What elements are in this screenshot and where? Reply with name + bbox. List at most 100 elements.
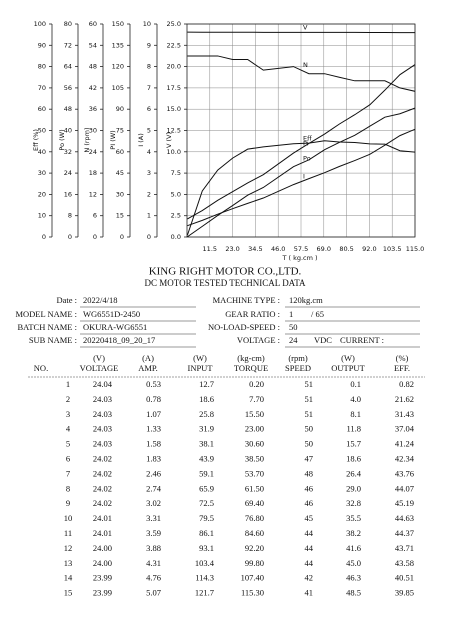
table-cell: 4.0: [350, 394, 361, 404]
table-cell: 23.99: [93, 588, 112, 598]
y-tick-label: 30: [116, 190, 124, 198]
y-tick-label: 90: [116, 105, 124, 113]
axis-label: V (V): [165, 132, 173, 148]
table-cell: 46: [305, 498, 314, 508]
table-cell: 12.7: [199, 379, 214, 389]
table-cell: 46.3: [346, 573, 361, 583]
table-cell: 92.20: [245, 543, 264, 553]
field-label: VOLTAGE :: [237, 335, 280, 345]
y-tick-label: 25.0: [167, 20, 181, 28]
table-cell: 44.63: [395, 513, 414, 523]
y-tick-label: 0.0: [171, 233, 181, 241]
y-tick-label: 10: [38, 212, 46, 220]
y-tick-label: 40: [38, 148, 46, 156]
y-tick-label: 64: [64, 63, 72, 71]
curve: [187, 63, 415, 220]
row-number: 2: [66, 394, 70, 404]
doc-title: KING RIGHT MOTOR CO.,LTD.: [149, 266, 302, 278]
table-cell: 42: [305, 573, 314, 583]
table-cell: 59.1: [199, 468, 214, 478]
axis-label: PI (W): [109, 130, 117, 149]
table-cell: 69.40: [245, 498, 264, 508]
y-tick-label: 54: [89, 41, 97, 49]
table-cell: 24.02: [93, 483, 112, 493]
table-cell: 43.9: [199, 453, 214, 463]
table-cell: 103.4: [195, 558, 215, 568]
table-cell: 18.6: [199, 394, 214, 404]
table-cell: 24.04: [93, 379, 113, 389]
column-unit: (V): [93, 353, 105, 363]
column-name: VOLTAGE: [80, 363, 119, 373]
table-cell: 1.58: [146, 439, 161, 449]
field-value: 20220418_09_20_17: [83, 335, 155, 345]
y-tick-label: 7.5: [171, 169, 181, 177]
table-cell: 43.58: [395, 558, 414, 568]
table-cell: 48.5: [346, 588, 361, 598]
table-cell: 41: [305, 588, 314, 598]
y-tick-label: 6: [93, 212, 97, 220]
row-number: 12: [64, 543, 73, 553]
y-tick-label: 12: [89, 190, 97, 198]
table-cell: 51: [305, 394, 314, 404]
table-cell: 0.78: [146, 394, 161, 404]
x-tick-label: 80.5: [339, 245, 353, 253]
table-cell: 51: [305, 409, 314, 419]
y-tick-label: 24: [89, 148, 97, 156]
y-tick-label: 100: [34, 20, 46, 28]
y-tick-label: 48: [64, 105, 72, 113]
table-cell: 53.70: [245, 468, 264, 478]
y-tick-label: 36: [89, 105, 97, 113]
row-number: 6: [66, 453, 70, 463]
column-unit: (kg-cm): [237, 353, 265, 363]
table-cell: 99.80: [245, 558, 264, 568]
table-cell: 0.82: [399, 379, 414, 389]
y-tick-label: 3: [147, 169, 151, 177]
field-label: MODEL NAME :: [15, 309, 77, 319]
table-cell: 51: [305, 379, 314, 389]
y-tick-label: 17.5: [167, 84, 181, 92]
table-cell: 7.70: [249, 394, 264, 404]
table-cell: 84.60: [245, 528, 264, 538]
table-cell: 21.62: [395, 394, 414, 404]
y-tick-label: 5: [147, 127, 151, 135]
table-cell: 45: [305, 513, 314, 523]
table-cell: 24.02: [93, 498, 112, 508]
field-label: MACHINE TYPE :: [213, 295, 280, 305]
table-cell: 24.03: [93, 424, 112, 434]
table-cell: 31.43: [395, 409, 414, 419]
table-cell: 45.0: [346, 558, 361, 568]
row-number: 7: [66, 468, 70, 478]
axis-label: Eff (%): [32, 129, 40, 151]
table-cell: 0.53: [146, 379, 161, 389]
y-tick-label: 30: [89, 127, 97, 135]
y-tick-label: 42: [89, 84, 97, 92]
field-label: SUB NAME :: [29, 335, 77, 345]
field-label: BATCH NAME :: [17, 322, 77, 332]
y-tick-label: 80: [38, 63, 46, 71]
table-cell: 65.9: [199, 483, 214, 493]
y-tick-label: 12.5: [167, 127, 181, 135]
column-unit: (W): [341, 353, 355, 363]
field-value: WG6551D-2450: [83, 309, 140, 319]
table-cell: 3.02: [146, 498, 161, 508]
row-number: 13: [64, 558, 73, 568]
table-cell: 3.59: [146, 528, 161, 538]
x-tick-label: 92.0: [362, 245, 376, 253]
y-tick-label: 0: [68, 233, 72, 241]
y-tick-label: 40: [64, 127, 72, 135]
table-cell: 1.83: [146, 453, 161, 463]
y-tick-label: 120: [112, 63, 124, 71]
field-value: OKURA-WG6551: [83, 322, 147, 332]
y-tick-label: 135: [112, 41, 124, 49]
table-cell: 15.7: [346, 439, 361, 449]
y-tick-label: 22.5: [167, 41, 181, 49]
column-unit: (A): [142, 353, 154, 363]
table-cell: 24.02: [93, 468, 112, 478]
table-cell: 42.34: [395, 453, 415, 463]
column-unit: (rpm): [288, 353, 308, 363]
y-tick-label: 20: [38, 190, 46, 198]
curve-label: Po: [303, 154, 311, 162]
table-cell: 18.6: [346, 453, 361, 463]
